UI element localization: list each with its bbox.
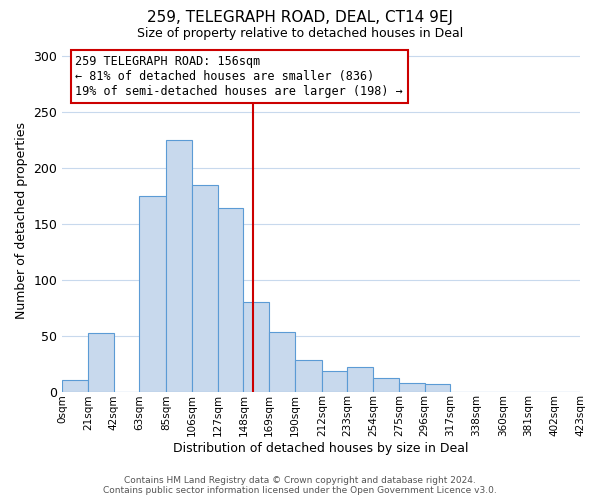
Bar [218,208,244,392]
Text: Size of property relative to detached houses in Deal: Size of property relative to detached ho… [137,28,463,40]
Bar [269,332,295,392]
Bar [347,367,373,392]
Bar [88,334,113,392]
Bar [62,380,88,392]
Bar [192,186,218,392]
Text: 259, TELEGRAPH ROAD, DEAL, CT14 9EJ: 259, TELEGRAPH ROAD, DEAL, CT14 9EJ [147,10,453,25]
Bar [295,360,322,392]
Bar [139,196,166,392]
Bar [322,372,347,392]
Text: Contains HM Land Registry data © Crown copyright and database right 2024.
Contai: Contains HM Land Registry data © Crown c… [103,476,497,495]
Bar [373,378,399,392]
Text: 259 TELEGRAPH ROAD: 156sqm
← 81% of detached houses are smaller (836)
19% of sem: 259 TELEGRAPH ROAD: 156sqm ← 81% of deta… [75,55,403,98]
Bar [244,302,269,392]
X-axis label: Distribution of detached houses by size in Deal: Distribution of detached houses by size … [173,442,469,455]
Y-axis label: Number of detached properties: Number of detached properties [15,122,28,320]
Bar [425,384,450,392]
Bar [399,382,425,392]
Bar [166,140,192,392]
